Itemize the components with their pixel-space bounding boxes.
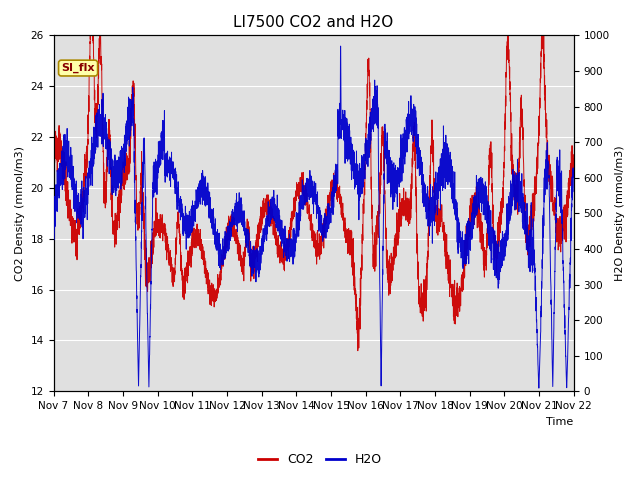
Y-axis label: H2O Density (mmol/m3): H2O Density (mmol/m3) <box>615 145 625 281</box>
Legend: CO2, H2O: CO2, H2O <box>253 448 387 471</box>
X-axis label: Time: Time <box>547 417 573 427</box>
Y-axis label: CO2 Density (mmol/m3): CO2 Density (mmol/m3) <box>15 146 25 281</box>
Title: LI7500 CO2 and H2O: LI7500 CO2 and H2O <box>234 15 394 30</box>
Text: SI_flx: SI_flx <box>61 63 95 73</box>
